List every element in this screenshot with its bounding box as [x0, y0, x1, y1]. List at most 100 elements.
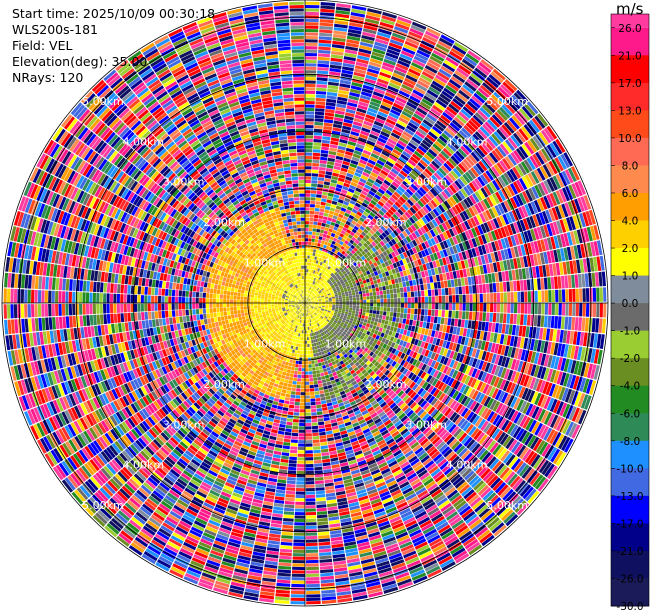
- gate-r17-g3: [313, 294, 316, 297]
- gate-r10-g52: [394, 145, 404, 153]
- gate-r8-g10: [319, 268, 322, 273]
- gate-r3-g73: [344, 52, 357, 58]
- gate-r11-g73: [441, 90, 454, 100]
- gate-r27-g15: [355, 294, 360, 298]
- gate-r9-g35: [359, 193, 367, 199]
- gate-r4-g18: [317, 239, 322, 244]
- gate-r30-g87: [603, 303, 607, 318]
- gate-r12-g16: [337, 256, 342, 261]
- gate-r27-g43: [450, 279, 455, 287]
- gate-r9-g67: [409, 95, 421, 104]
- gate-r20-g40: [423, 232, 430, 241]
- gate-r54-g23: [325, 378, 331, 382]
- gate-r18-g29: [385, 242, 391, 249]
- gate-r12-g9: [323, 275, 327, 279]
- gate-r3-g69: [342, 66, 354, 72]
- gate-r13-g18: [343, 252, 349, 257]
- gate-r14-g27: [367, 231, 373, 238]
- gate-r16-g54: [442, 177, 451, 186]
- gate-r14-g70: [465, 122, 477, 133]
- gate-r9-g44: [373, 165, 382, 172]
- gate-r2-g63: [327, 85, 339, 90]
- gate-r14-g60: [442, 147, 453, 157]
- gate-r20-g17: [355, 272, 360, 277]
- gate-r32-g12: [345, 307, 349, 310]
- gate-r12-g64: [434, 123, 445, 132]
- gate-r28-g10: [339, 299, 343, 302]
- gate-r16-g64: [468, 154, 478, 165]
- gate-r10-g77: [437, 71, 450, 81]
- gate-r3-g76: [345, 42, 359, 48]
- gate-r18-g8: [327, 285, 331, 288]
- gate-r56-g14: [312, 350, 316, 354]
- gate-r30-g38: [435, 303, 439, 310]
- gate-r4-g87: [367, 8, 382, 15]
- gate-r18-g4: [316, 293, 319, 296]
- gate-r11-g69: [433, 102, 446, 111]
- gate-r32-g30: [406, 313, 411, 320]
- gate-r56-g20: [316, 370, 320, 374]
- gate-r31-g18: [366, 306, 370, 310]
- gate-r28-g14: [352, 297, 356, 301]
- gate-r2-g85: [335, 10, 350, 15]
- gate-r19-g61: [480, 187, 489, 198]
- gate-r11-g47: [392, 165, 401, 173]
- gate-r18-g5: [318, 291, 322, 294]
- gate-r1-g57: [315, 104, 325, 109]
- gate-r32-g24: [386, 311, 390, 316]
- gate-r20-g26: [382, 256, 387, 263]
- gate-r32-g31: [410, 314, 414, 320]
- gate-r32-g29: [403, 313, 407, 319]
- gate-r16-g40: [407, 209, 414, 217]
- gate-r20-g58: [477, 202, 485, 212]
- gate-r2-g30: [315, 197, 322, 202]
- gate-r10-g5: [313, 285, 316, 289]
- gate-r9-g34: [357, 196, 365, 202]
- gate-r28-g75: [560, 275, 565, 289]
- gate-r0-g40: [305, 162, 312, 166]
- gate-r5-g1: [305, 296, 307, 300]
- gate-r14-g29: [371, 226, 378, 233]
- gate-r17-g10: [331, 279, 336, 283]
- gate-r2-g82: [334, 20, 349, 25]
- gate-r8-g17: [328, 247, 333, 251]
- gate-r5-g28: [329, 207, 336, 212]
- gate-r8-g22: [335, 231, 341, 236]
- gate-r13-g9: [324, 276, 328, 280]
- gate-r6-g40: [347, 169, 355, 175]
- gate-r1-g39: [312, 166, 319, 170]
- gate-r10-g2: [308, 294, 311, 298]
- gate-r54-g25: [327, 384, 333, 389]
- gate-r14-g26: [364, 234, 370, 240]
- gate-r15-g5: [317, 288, 320, 292]
- gate-r25-g24: [384, 280, 389, 286]
- gate-r0-g79: [305, 29, 319, 33]
- gate-r28-g58: [502, 281, 507, 292]
- gate-r2-g78: [333, 33, 347, 39]
- gate-r31-g78: [571, 317, 576, 331]
- gate-r17-g8: [326, 283, 330, 287]
- gate-r0-g72: [305, 53, 318, 57]
- gate-r26-g13: [348, 293, 352, 296]
- gate-r0-g87: [305, 1, 320, 5]
- gate-r28-g82: [584, 273, 589, 288]
- gate-r17-g17: [350, 264, 355, 269]
- gate-r13-g5: [315, 287, 319, 291]
- gate-r8-g37: [356, 184, 364, 190]
- gate-r4-g68: [353, 71, 366, 78]
- gate-r20-g15: [349, 275, 354, 280]
- gate-r20-g34: [406, 243, 412, 250]
- gate-r16-g29: [378, 234, 385, 241]
- gate-r13-g77: [471, 95, 483, 106]
- gate-r11-g70: [435, 99, 448, 109]
- gate-r18-g84: [538, 131, 549, 146]
- gate-r4-g64: [350, 85, 362, 91]
- gate-r4-g25: [322, 216, 328, 221]
- gate-r4-g80: [362, 31, 376, 38]
- gate-r20-g19: [361, 268, 366, 274]
- gate-r27-g41: [443, 280, 448, 288]
- gate-r16-g41: [409, 206, 417, 215]
- gate-r19-g4: [316, 293, 320, 297]
- gate-r13-g69: [453, 116, 465, 127]
- gate-r29-g54: [490, 293, 494, 303]
